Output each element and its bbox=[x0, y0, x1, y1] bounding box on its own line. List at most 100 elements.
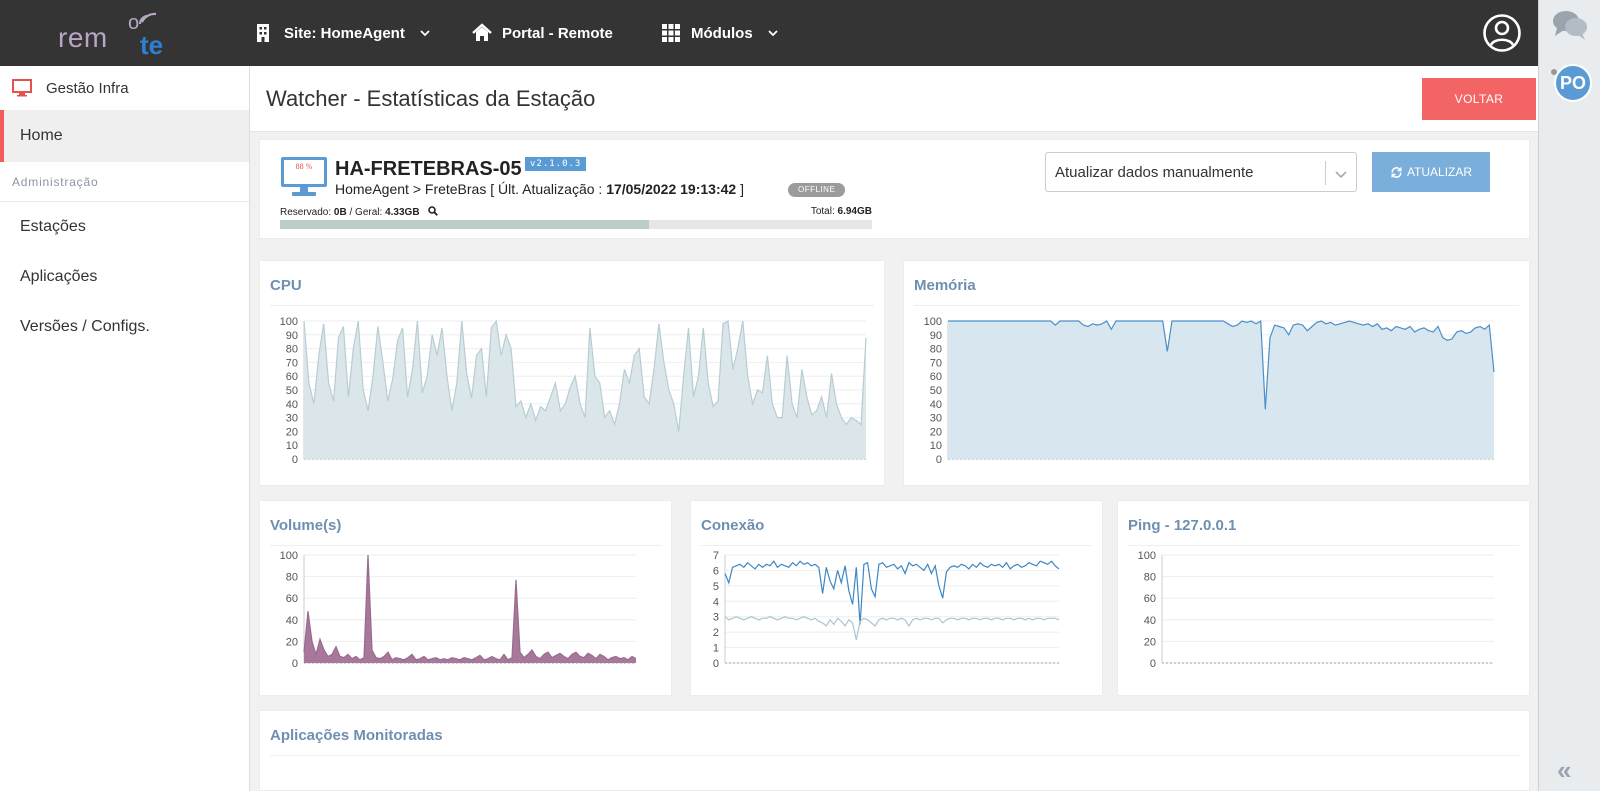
cpu-chart-title: CPU bbox=[270, 277, 302, 294]
portal-link[interactable]: Portal - Remote bbox=[472, 0, 613, 66]
y-tick-label: 0 bbox=[1150, 658, 1156, 670]
update-mode-select[interactable]: Atualizar dados manualmente bbox=[1045, 152, 1357, 192]
series-0-line bbox=[724, 560, 1060, 625]
y-tick-label: 3 bbox=[713, 612, 719, 624]
grid-icon bbox=[662, 24, 680, 42]
modules-menu[interactable]: Módulos bbox=[661, 0, 779, 66]
y-tick-label: 40 bbox=[286, 615, 298, 627]
y-tick-label: 60 bbox=[286, 371, 298, 383]
y-tick-label: 100 bbox=[280, 316, 298, 328]
disk-usage-bar bbox=[280, 220, 872, 229]
right-rail: PO « bbox=[1538, 0, 1600, 791]
top-bar: rem o te Site: HomeAgent Portal - Remote bbox=[0, 0, 1538, 66]
modules-label: Módulos bbox=[691, 24, 753, 42]
sidebar-item-estacoes[interactable]: Estações bbox=[20, 218, 86, 235]
y-tick-label: 10 bbox=[930, 440, 942, 452]
y-tick-label: 0 bbox=[713, 658, 719, 670]
sidebar-item-home[interactable]: Home bbox=[0, 110, 249, 162]
y-tick-label: 70 bbox=[930, 357, 942, 369]
series-0-line bbox=[303, 319, 867, 432]
disk-usage-fill bbox=[280, 220, 650, 229]
series-0-area bbox=[948, 321, 1494, 459]
y-tick-label: 50 bbox=[930, 385, 942, 397]
version-badge: v2.1.0.3 bbox=[525, 157, 587, 171]
refresh-icon bbox=[1391, 166, 1402, 178]
y-tick-label: 30 bbox=[286, 413, 298, 425]
update-mode-value: Atualizar dados manualmente bbox=[1055, 164, 1254, 181]
y-tick-label: 10 bbox=[286, 440, 298, 452]
y-tick-label: 40 bbox=[1144, 615, 1156, 627]
page-title: Watcher - Estatísticas da Estação bbox=[266, 86, 596, 111]
cpu-chart-card: CPU 0 10 20 30 40 50 60 70 80 90 100 bbox=[259, 260, 885, 486]
y-tick-label: 20 bbox=[286, 426, 298, 438]
disk-usage-line: Reservado: 0B / Geral: 4.33GB Total: 6.9… bbox=[280, 206, 872, 218]
y-tick-label: 20 bbox=[930, 426, 942, 438]
user-account-icon[interactable] bbox=[1482, 13, 1522, 53]
y-tick-label: 2 bbox=[713, 627, 719, 639]
sidebar: Gestão Infra Home Administração Estações… bbox=[0, 66, 250, 791]
y-tick-label: 4 bbox=[713, 596, 719, 608]
chevron-down-icon bbox=[1335, 171, 1347, 179]
status-badge: OFFLINE bbox=[788, 183, 846, 197]
y-tick-label: 40 bbox=[930, 399, 942, 411]
home-icon bbox=[472, 23, 492, 41]
remote-logo[interactable]: rem o te bbox=[58, 6, 168, 60]
y-tick-label: 90 bbox=[286, 330, 298, 342]
update-button[interactable]: ATUALIZAR bbox=[1372, 152, 1490, 192]
y-tick-label: 30 bbox=[930, 413, 942, 425]
collapse-panel-icon[interactable]: « bbox=[1557, 755, 1572, 785]
monitor-icon bbox=[12, 79, 32, 97]
memory-chart-title: Memória bbox=[914, 277, 976, 294]
page-header: Watcher - Estatísticas da Estação VOLTAR bbox=[250, 66, 1538, 132]
y-tick-label: 50 bbox=[286, 385, 298, 397]
y-tick-label: 80 bbox=[286, 344, 298, 356]
y-tick-label: 1 bbox=[713, 643, 719, 655]
y-tick-label: 6 bbox=[713, 565, 719, 577]
y-tick-label: 70 bbox=[286, 357, 298, 369]
series-0-line bbox=[303, 554, 637, 661]
back-button[interactable]: VOLTAR bbox=[1422, 78, 1536, 120]
y-tick-label: 60 bbox=[930, 371, 942, 383]
ping-chart: 0 20 40 60 80 100 bbox=[1138, 550, 1494, 670]
chevron-down-icon bbox=[420, 30, 430, 37]
volume-chart: 0 20 40 60 80 100 bbox=[280, 550, 637, 670]
sidebar-item-versoes[interactable]: Versões / Configs. bbox=[20, 318, 150, 335]
station-card: 88 % HA-FRETEBRAS-05 v2.1.0.3 HomeAgent … bbox=[259, 139, 1530, 239]
y-tick-label: 90 bbox=[930, 330, 942, 342]
site-selector[interactable]: Site: HomeAgent bbox=[254, 0, 431, 66]
ping-chart-card: Ping - 127.0.0.1 0 20 40 60 80 100 bbox=[1117, 500, 1530, 696]
monitor-cpu-label: 88 % bbox=[296, 162, 313, 171]
sidebar-section-label: Administração bbox=[0, 162, 249, 202]
y-tick-label: 100 bbox=[924, 316, 942, 328]
y-tick-label: 0 bbox=[292, 658, 298, 670]
avatar[interactable]: PO bbox=[1554, 64, 1592, 102]
y-tick-label: 100 bbox=[280, 550, 298, 562]
connection-chart-card: Conexão 0 1 2 3 4 5 6 7 bbox=[690, 500, 1103, 696]
building-icon bbox=[257, 24, 269, 42]
memory-chart-card: Memória 0 10 20 30 40 50 60 70 80 90 100 bbox=[903, 260, 1530, 486]
chevron-down-icon bbox=[768, 30, 778, 37]
disk-total: Total: 6.94GB bbox=[810, 206, 872, 217]
y-tick-label: 0 bbox=[936, 454, 942, 466]
sidebar-item-aplicacoes[interactable]: Aplicações bbox=[20, 268, 98, 285]
sidebar-header[interactable]: Gestão Infra bbox=[0, 66, 249, 110]
volume-chart-title: Volume(s) bbox=[270, 517, 342, 534]
y-tick-label: 40 bbox=[286, 399, 298, 411]
y-tick-label: 5 bbox=[713, 581, 719, 593]
wifi-signal-icon bbox=[138, 12, 157, 25]
station-monitor-icon: 88 % bbox=[281, 157, 327, 196]
connection-chart-title: Conexão bbox=[701, 517, 765, 534]
last-update: 17/05/2022 19:13:42 bbox=[606, 181, 737, 197]
search-icon[interactable] bbox=[428, 206, 439, 216]
y-tick-label: 60 bbox=[286, 593, 298, 605]
volume-chart-card: Volume(s) 0 20 40 60 80 100 bbox=[259, 500, 672, 696]
series-0-area bbox=[304, 555, 636, 663]
sidebar-header-label: Gestão Infra bbox=[46, 79, 129, 97]
y-tick-label: 20 bbox=[286, 636, 298, 648]
y-tick-label: 7 bbox=[713, 550, 719, 562]
station-name: HA-FRETEBRAS-05 bbox=[335, 158, 522, 180]
y-tick-label: 80 bbox=[930, 344, 942, 356]
chat-icon[interactable] bbox=[1551, 8, 1589, 42]
update-button-label: ATUALIZAR bbox=[1406, 165, 1473, 179]
